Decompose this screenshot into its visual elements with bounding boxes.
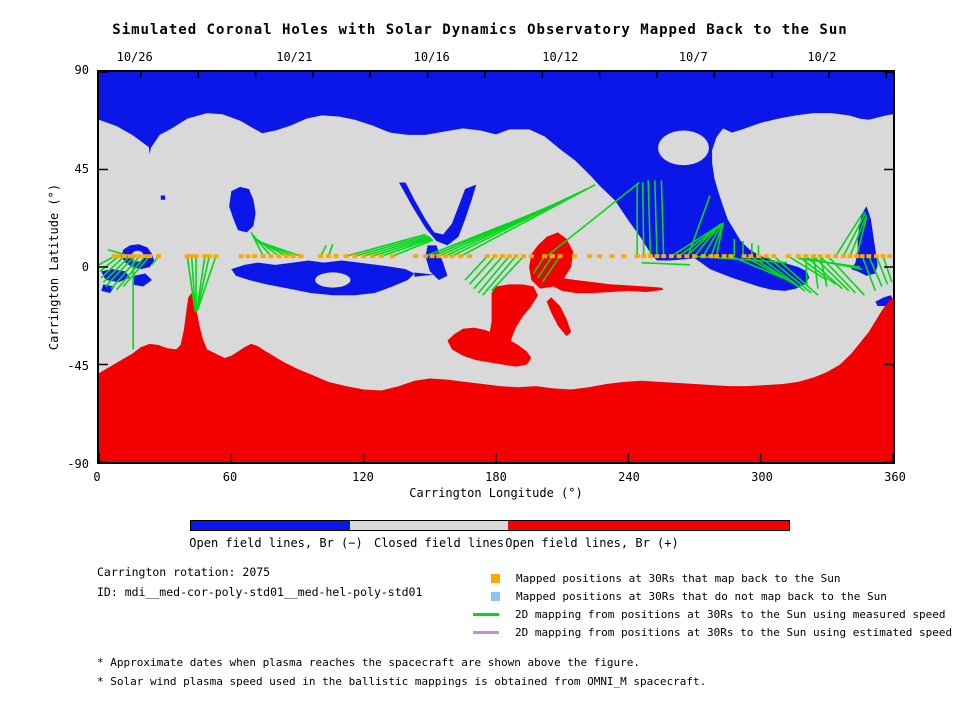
arrival-date-label: 10/21 [276,50,313,64]
arrival-date-label: 10/12 [542,50,579,64]
y-tick-label: 90 [74,63,89,77]
arrival-date-label: 10/7 [678,50,708,64]
legend-item-label: Mapped positions at 30Rs that map back t… [516,572,841,585]
x-tick-label: 300 [751,470,773,484]
x-tick-label: 120 [352,470,374,484]
arrival-date-label: 10/26 [116,50,153,64]
legend-item-label: 2D mapping from positions at 30Rs to the… [515,626,953,639]
unmapped-marker-square-icon [491,592,500,601]
chart-title: Simulated Coronal Holes with Solar Dynam… [112,22,848,38]
colorbar-segment-negative [191,521,351,530]
y-tick-label: 45 [74,161,89,176]
field-line-colorbar [190,520,790,531]
colorbar-label-positive: Open field lines, Br (+) [505,536,679,550]
plot-area [97,70,895,464]
colorbar-segment-positive [507,521,789,530]
legend-item-unmapped: Mapped positions at 30Rs that do not map… [473,586,887,603]
x-tick-label: 0 [93,470,101,484]
measured-marker-line-icon [473,613,499,616]
x-axis-title: Carrington Longitude (°) [409,486,583,500]
model-id-text: ID: mdi__med-cor-poly-std01__med-hel-pol… [97,585,423,599]
arrival-date-label: 10/16 [413,50,450,64]
footnote-2: * Solar wind plasma speed used in the ba… [97,675,707,688]
legend-item-estimated: 2D mapping from positions at 30Rs to the… [473,622,953,639]
footnote-1: * Approximate dates when plasma reaches … [97,656,641,669]
x-tick-label: 60 [222,470,238,484]
mapping-lines-measured [99,180,893,350]
estimated-marker-line-icon [473,631,499,634]
mapped-position-markers [111,254,893,259]
x-tick-label: 240 [618,470,640,484]
colorbar-segment-closed [350,521,508,530]
coronal-hole-map [99,72,893,462]
legend-item-label: 2D mapping from positions at 30Rs to the… [515,608,946,621]
carrington-rotation-text: Carrington rotation: 2075 [97,565,271,579]
y-tick-label: 0 [81,260,89,274]
x-tick-label: 360 [884,470,906,484]
legend-item-measured: 2D mapping from positions at 30Rs to the… [473,604,946,621]
arrival-date-label: 10/2 [807,50,837,64]
legend-item-mapped: Mapped positions at 30Rs that map back t… [473,568,841,585]
x-tick-label: 180 [485,470,507,484]
y-tick-label: -45 [67,358,89,373]
colorbar-label-negative: Open field lines, Br (−) [189,536,363,550]
legend-item-label: Mapped positions at 30Rs that do not map… [516,590,887,603]
colorbar-label-closed: Closed field lines [373,536,505,550]
mapped-marker-square-icon [491,574,500,583]
y-tick-label: -90 [67,457,89,471]
axis-ticks [99,72,893,462]
